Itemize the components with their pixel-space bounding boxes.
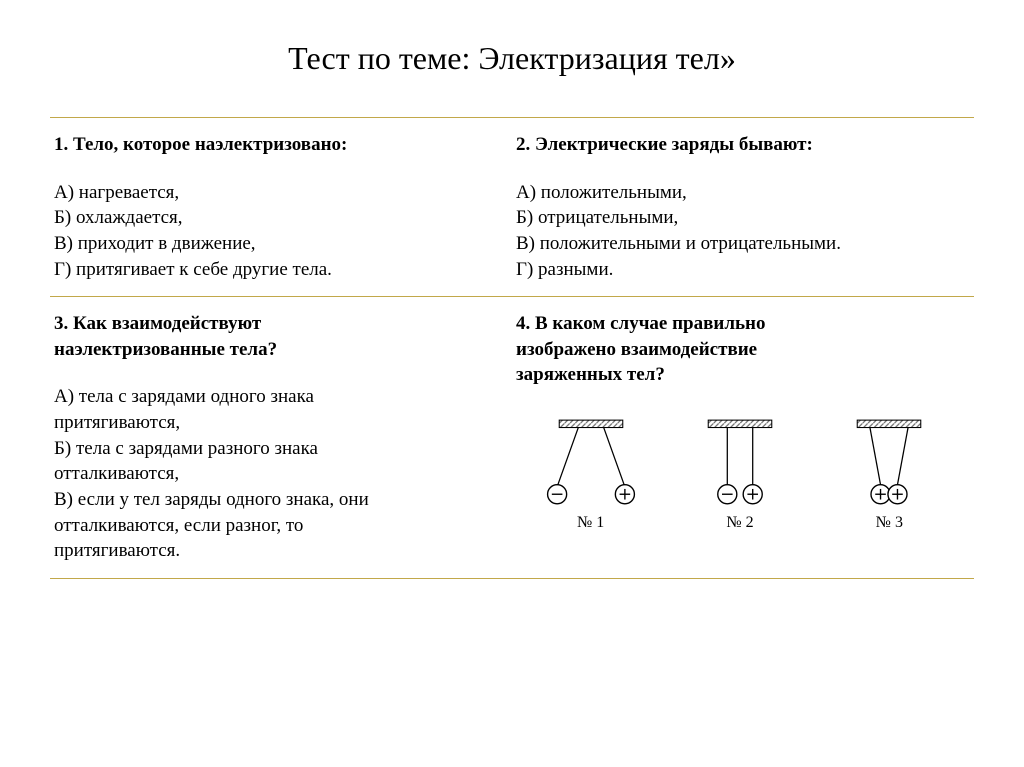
q2-prompt: 2. Электрические заряды бывают:: [516, 132, 964, 158]
q2-opt-b: Б) отрицательными,: [516, 205, 964, 231]
diagram-2-svg: [685, 418, 795, 508]
q1-opt-c: В) приходит в движение,: [54, 231, 502, 257]
cell-q4: 4. В каком случае правильно изображено в…: [512, 297, 974, 579]
q3-opt-a-l1: А) тела с зарядами одного знака: [54, 384, 502, 410]
q3-opt-b-l1: Б) тела с зарядами разного знака: [54, 436, 502, 462]
q1-opt-b: Б) охлаждается,: [54, 205, 502, 231]
cell-q3: 3. Как взаимодействуют наэлектризованные…: [50, 297, 512, 579]
q4-prompt-l1: 4. В каком случае правильно: [516, 311, 964, 337]
q3-prompt-l2: наэлектризованные тела?: [54, 337, 502, 363]
q4-prompt-l3: заряженных тел?: [516, 362, 964, 388]
cell-q1: 1. Тело, которое наэлектризовано: А) наг…: [50, 118, 512, 297]
diagram-2-label: № 2: [685, 512, 795, 534]
diagram-2: № 2: [685, 418, 795, 534]
diagram-1-label: № 1: [536, 512, 646, 534]
q3-opt-c-l1: В) если у тел заряды одного знака, они: [54, 487, 502, 513]
q3-opt-b-l2: отталкиваются,: [54, 461, 502, 487]
page-title: Тест по теме: Электризация тел»: [50, 40, 974, 77]
diagram-3: № 3: [834, 418, 944, 534]
q4-prompt-l2: изображено взаимодействие: [516, 337, 964, 363]
q3-opt-a-l2: притягиваются,: [54, 410, 502, 436]
q2-opt-d: Г) разными.: [516, 257, 964, 283]
cell-q2: 2. Электрические заряды бывают: А) полож…: [512, 118, 974, 297]
q1-prompt: 1. Тело, которое наэлектризовано:: [54, 132, 502, 158]
q1-opt-d: Г) притягивает к себе другие тела.: [54, 257, 502, 283]
q3-opt-c-l2: отталкиваются, если разног, то: [54, 513, 502, 539]
table-row: 1. Тело, которое наэлектризовано: А) наг…: [50, 118, 974, 297]
q3-opt-c-l3: притягиваются.: [54, 538, 502, 564]
diagram-row: № 1: [516, 418, 964, 534]
diagram-3-label: № 3: [834, 512, 944, 534]
q1-opt-a: А) нагревается,: [54, 180, 502, 206]
q2-opt-c: В) положительными и отрицательными.: [516, 231, 964, 257]
questions-table: 1. Тело, которое наэлектризовано: А) наг…: [50, 117, 974, 579]
q2-opt-a: А) положительными,: [516, 180, 964, 206]
diagram-3-svg: [834, 418, 944, 508]
table-row: 3. Как взаимодействуют наэлектризованные…: [50, 297, 974, 579]
diagram-1-svg: [536, 418, 646, 508]
q3-prompt-l1: 3. Как взаимодействуют: [54, 311, 502, 337]
diagram-1: № 1: [536, 418, 646, 534]
